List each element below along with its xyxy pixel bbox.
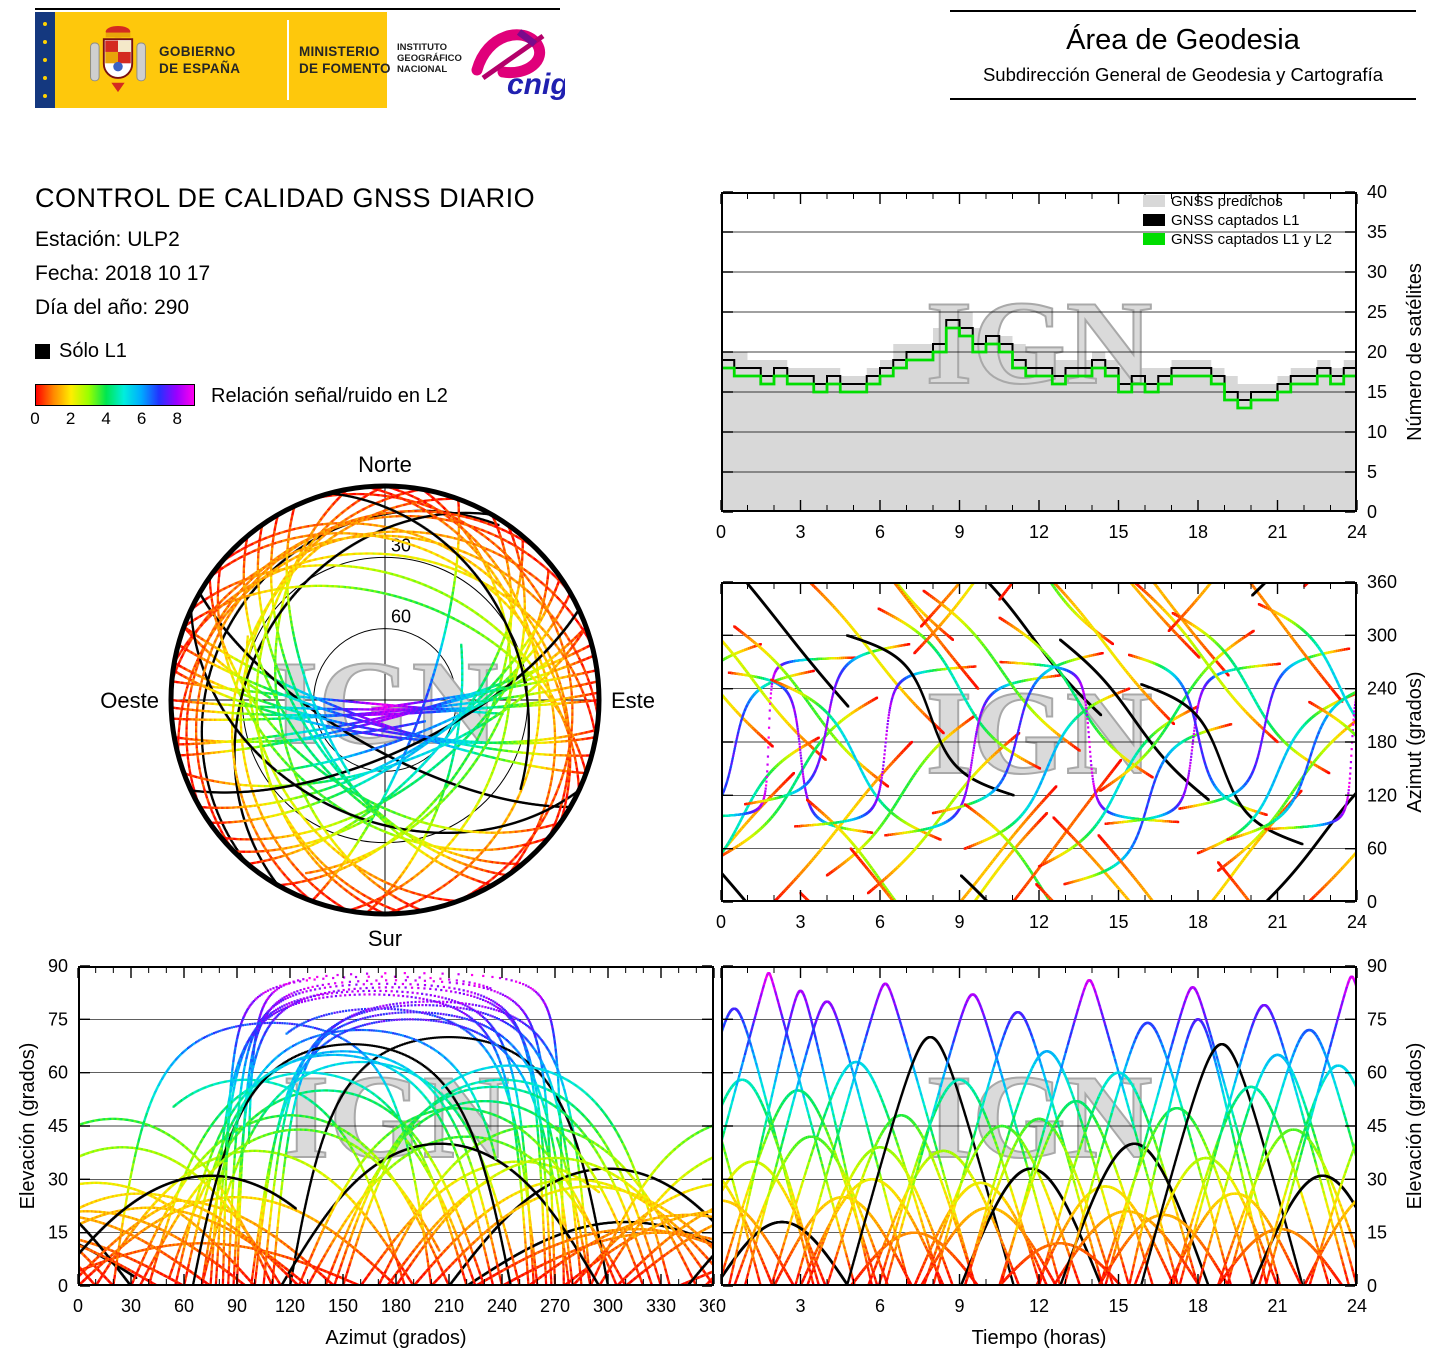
- area-geodesia-block: Área de Geodesia Subdirección General de…: [950, 10, 1416, 100]
- eu-flag-strip-icon: [35, 12, 55, 108]
- colorbar-tick: 8: [172, 409, 182, 428]
- snr-colorbar: 0 2 4 6 8 Relación señal/ruido en L2: [30, 384, 515, 434]
- ign-label: INSTITUTO GEOGRÁFICO NACIONAL: [397, 42, 462, 75]
- elevation-azimuth-chart-canvas: [18, 952, 720, 1348]
- date-line: Fecha: 2018 10 17: [35, 262, 211, 285]
- satellite-count-chart-canvas: [715, 178, 1437, 542]
- station-line: Estación: ULP2: [35, 228, 180, 251]
- day-of-year-line: Día del año: 290: [35, 296, 190, 319]
- spain-coat-of-arms-icon: [90, 25, 146, 93]
- l1-only-label: Sólo L1: [59, 340, 127, 362]
- cnig-logo-icon: cnig: [471, 29, 565, 101]
- colorbar-tick: 2: [65, 409, 76, 428]
- banner-divider: [287, 20, 289, 100]
- colorbar-ticks: 0 2 4 6 8: [30, 409, 195, 431]
- colorbar-label: Relación señal/ruido en L2: [211, 385, 448, 407]
- skyplot-canvas: [90, 428, 680, 968]
- banner-yellow-background: GOBIERNO DE ESPAÑA MINISTERIO DE FOMENTO: [55, 12, 391, 108]
- colorbar-gradient: [35, 384, 195, 406]
- elevation-time-chart-canvas: [715, 952, 1437, 1348]
- l1-only-legend: Sólo L1: [35, 340, 127, 363]
- azimuth-time-chart-canvas: [715, 568, 1437, 932]
- cnig-wordmark: cnig: [507, 68, 565, 101]
- colorbar-tick: 6: [136, 409, 147, 428]
- colorbar-tick: 4: [101, 409, 111, 428]
- area-title: Área de Geodesia: [1066, 24, 1300, 56]
- ministerio-label: MINISTERIO DE FOMENTO: [299, 44, 391, 76]
- l1-black-swatch: [35, 344, 50, 359]
- area-subtitle: Subdirección General de Geodesia y Carto…: [982, 64, 1384, 85]
- government-banner: GOBIERNO DE ESPAÑA MINISTERIO DE FOMENTO…: [35, 8, 565, 108]
- colorbar-tick: 0: [30, 409, 40, 428]
- gobierno-label: GOBIERNO DE ESPAÑA: [159, 44, 241, 76]
- page-title: CONTROL DE CALIDAD GNSS DIARIO: [35, 183, 536, 213]
